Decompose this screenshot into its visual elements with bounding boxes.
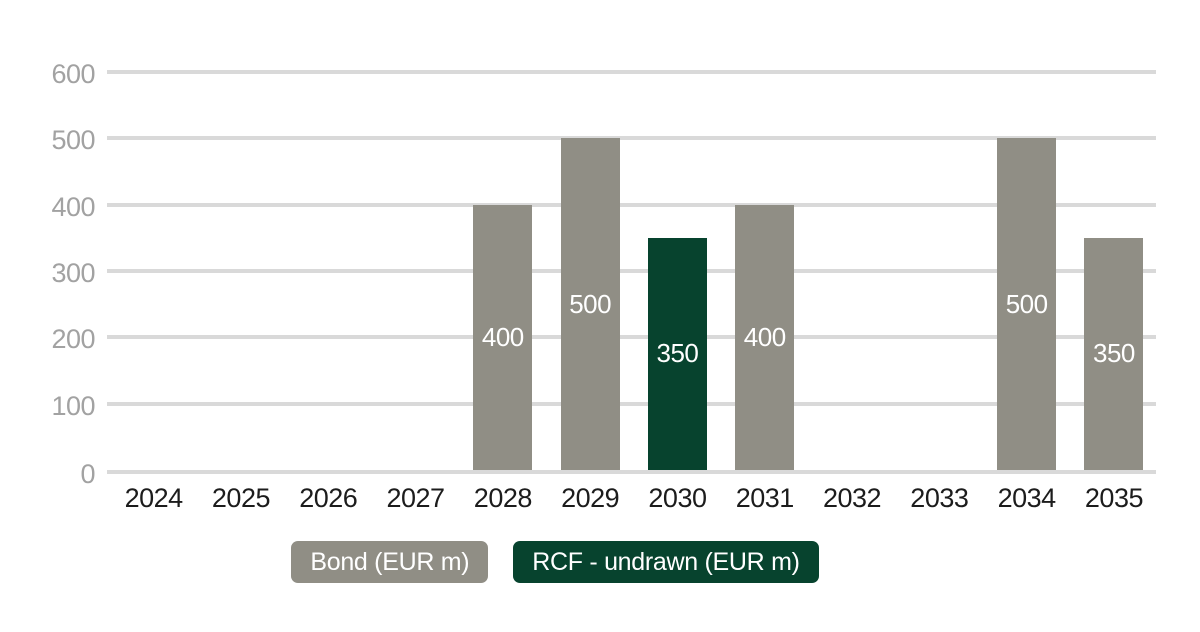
x-tick-label-2026: 2026 — [299, 483, 358, 513]
y-tick-label-300: 300 — [51, 258, 95, 288]
x-tick-label-2033: 2033 — [910, 483, 969, 513]
bar-2035-bond: 350 — [1084, 237, 1144, 470]
bar-value-label: 500 — [1005, 288, 1048, 319]
gridline-y-200 — [107, 335, 1156, 340]
x-tick-label-2029: 2029 — [561, 483, 620, 513]
gridline-y-0 — [107, 470, 1156, 474]
x-tick-label-2030: 2030 — [648, 483, 707, 513]
y-tick-label-0: 0 — [80, 459, 95, 489]
bar-2031-bond: 400 — [735, 204, 795, 470]
y-tick-label-500: 500 — [51, 125, 95, 156]
y-tick-label-200: 200 — [51, 324, 95, 355]
x-tick-label-2025: 2025 — [211, 483, 271, 513]
x-tick-label-2028: 2028 — [473, 483, 533, 513]
bar-value-label: 350 — [1092, 338, 1135, 369]
bar-value-label: 350 — [656, 338, 699, 369]
x-tick-label-2034: 2034 — [997, 483, 1057, 513]
gridline-y-600 — [107, 70, 1156, 74]
bar-2029-bond: 500 — [560, 138, 620, 470]
y-tick-label-600: 600 — [51, 59, 95, 89]
bar-2034-bond: 500 — [997, 138, 1057, 470]
gridline-y-500 — [107, 136, 1156, 141]
bar-value-label: 400 — [743, 321, 786, 352]
legend-item-1: RCF - undrawn (EUR m) — [513, 541, 819, 583]
legend-item-0: Bond (EUR m) — [291, 541, 489, 583]
x-tick-label-2032: 2032 — [823, 483, 882, 513]
x-tick-label-2035: 2035 — [1084, 483, 1144, 513]
x-tick-label-2031: 2031 — [735, 483, 795, 513]
bar-value-label: 400 — [481, 321, 524, 352]
gridline-y-100 — [107, 401, 1156, 406]
bar-value-label: 500 — [569, 288, 612, 319]
bar-2028-bond: 400 — [473, 204, 533, 470]
x-tick-label-2024: 2024 — [124, 483, 184, 513]
x-tick-label-2027: 2027 — [386, 483, 446, 513]
y-tick-label-100: 100 — [51, 390, 95, 421]
legend: Bond (EUR m) RCF - undrawn (EUR m) — [0, 541, 1110, 583]
bar-2030-rcf: 350 — [647, 237, 707, 470]
gridline-y-400 — [107, 202, 1156, 207]
y-tick-label-400: 400 — [51, 191, 95, 222]
gridline-y-300 — [107, 269, 1156, 273]
